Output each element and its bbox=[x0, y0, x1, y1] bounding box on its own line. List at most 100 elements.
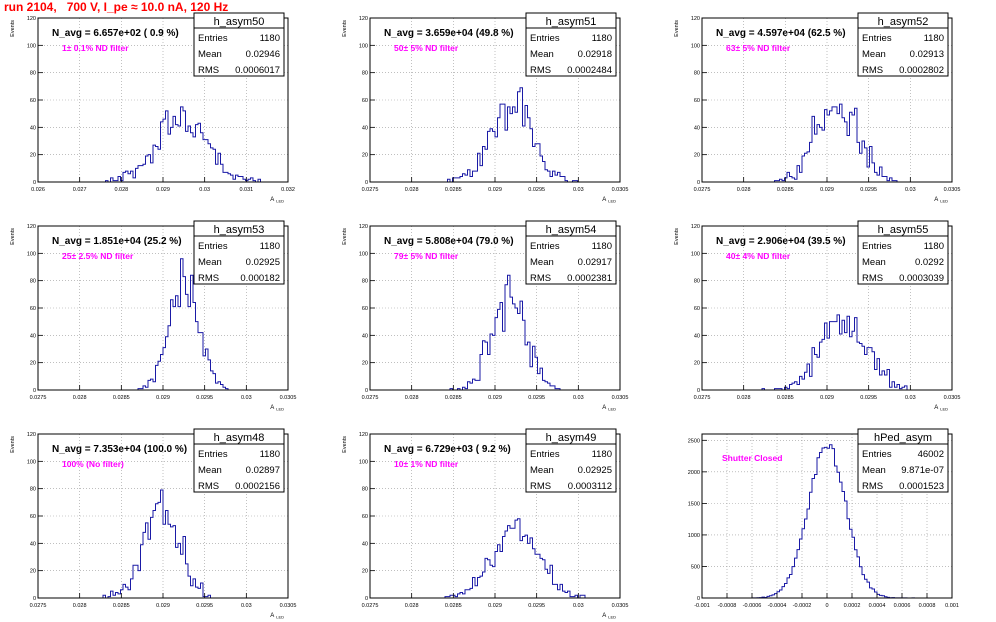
x-axis-label: A LED bbox=[602, 405, 616, 412]
y-tick-label: 20 bbox=[30, 153, 36, 159]
x-axis-label: A LED bbox=[934, 197, 948, 204]
x-tick-label: 0.029 bbox=[156, 187, 170, 193]
y-tick-label: 100 bbox=[359, 43, 368, 49]
stats-value-entries: 1180 bbox=[260, 241, 280, 252]
y-tick-label: 0 bbox=[33, 388, 36, 394]
y-tick-label: 100 bbox=[691, 251, 700, 257]
y-tick-label: 100 bbox=[27, 459, 36, 465]
stats-value-mean: 0.0292 bbox=[915, 257, 944, 268]
x-tick-label: 0.028 bbox=[405, 603, 419, 609]
stats-key-mean: Mean bbox=[530, 49, 554, 60]
x-tick-label: 0.0002 bbox=[844, 603, 861, 609]
y-tick-label: 40 bbox=[30, 333, 36, 339]
filter-annotation: 25± 2.5% ND filter bbox=[62, 251, 134, 261]
stats-value-entries: 1180 bbox=[260, 449, 280, 460]
x-tick-label: 0.029 bbox=[488, 187, 502, 193]
x-tick-label: 0.03 bbox=[199, 187, 210, 193]
stats-value-mean: 9.871e-07 bbox=[901, 465, 944, 476]
y-tick-label: 60 bbox=[30, 514, 36, 520]
y-tick-label: 40 bbox=[694, 125, 700, 131]
y-tick-label: 500 bbox=[691, 564, 700, 570]
stats-key-mean: Mean bbox=[862, 257, 886, 268]
x-tick-label: 0.0275 bbox=[362, 187, 379, 193]
y-tick-label: 120 bbox=[27, 16, 36, 22]
histogram-panel-h_asym55: 0.0275 0.028 0.0285 0.029 0.0295 0.03 0.0305 0 2… bbox=[674, 220, 960, 412]
histogram-name: h_asym51 bbox=[546, 16, 597, 28]
x-tick-label: 0.029 bbox=[156, 395, 170, 401]
y-axis-label: Events bbox=[342, 436, 348, 453]
x-tick-label: 0.0285 bbox=[113, 395, 130, 401]
x-tick-label: 0.028 bbox=[737, 395, 751, 401]
y-tick-label: 0 bbox=[33, 596, 36, 602]
stats-key-entries: Entries bbox=[530, 241, 560, 252]
stats-value-mean: 0.02925 bbox=[246, 257, 280, 268]
y-tick-label: 40 bbox=[694, 333, 700, 339]
x-tick-label: 0.001 bbox=[945, 603, 959, 609]
y-axis-label: Events bbox=[674, 20, 680, 37]
x-tick-label: 0.0275 bbox=[30, 395, 47, 401]
x-tick-label: 0.0295 bbox=[860, 395, 877, 401]
histogram-panel-h_asym53: 0.0275 0.028 0.0285 0.029 0.0295 0.03 0.0305 0 2… bbox=[10, 220, 297, 412]
x-axis-label: A LED bbox=[602, 197, 616, 204]
x-tick-label: 0.03 bbox=[905, 187, 916, 193]
x-tick-label: 0.028 bbox=[114, 187, 128, 193]
y-tick-label: 80 bbox=[30, 71, 36, 77]
y-tick-label: 100 bbox=[691, 43, 700, 49]
y-tick-label: 60 bbox=[694, 306, 700, 312]
x-tick-label: 0.0006 bbox=[894, 603, 911, 609]
x-axis-label: A LED bbox=[270, 405, 284, 412]
x-tick-label: -0.001 bbox=[694, 603, 710, 609]
stats-value-rms: 0.0002484 bbox=[567, 65, 612, 76]
histogram-name: h_asym55 bbox=[878, 224, 929, 236]
x-tick-label: 0.028 bbox=[737, 187, 751, 193]
x-tick-label: 0.03 bbox=[573, 187, 584, 193]
y-tick-label: 100 bbox=[27, 43, 36, 49]
y-tick-label: 20 bbox=[362, 569, 368, 575]
x-tick-label: 0.0275 bbox=[362, 603, 379, 609]
histogram-panel-hPed_asym: -0.001 -0.0008 -0.0006 -0.0004 -0.0002 0 0.000… bbox=[688, 428, 959, 609]
x-tick-label: 0.0285 bbox=[445, 603, 462, 609]
stats-value-mean: 0.02925 bbox=[578, 465, 612, 476]
y-tick-label: 120 bbox=[359, 432, 368, 438]
stats-value-rms: 0.0002802 bbox=[899, 65, 944, 76]
navg-label: N_avg = 6.657e+02 ( 0.9 %) bbox=[52, 28, 179, 39]
x-tick-label: 0.027 bbox=[73, 187, 87, 193]
y-tick-label: 40 bbox=[362, 541, 368, 547]
stats-key-mean: Mean bbox=[198, 49, 222, 60]
x-tick-label: 0.0295 bbox=[860, 187, 877, 193]
histogram-panel-h_asym49: 0.0275 0.028 0.0285 0.029 0.0295 0.03 0.0305 0 2… bbox=[342, 428, 628, 620]
y-tick-label: 120 bbox=[27, 224, 36, 230]
stats-value-mean: 0.02913 bbox=[910, 49, 944, 60]
y-axis-label: Events bbox=[342, 228, 348, 245]
stats-key-entries: Entries bbox=[530, 449, 560, 460]
x-tick-label: 0.029 bbox=[488, 603, 502, 609]
stats-key-mean: Mean bbox=[198, 465, 222, 476]
x-tick-label: 0.0285 bbox=[113, 603, 130, 609]
x-tick-label: 0.0305 bbox=[280, 395, 297, 401]
x-tick-label: 0.03 bbox=[905, 395, 916, 401]
stats-box bbox=[857, 428, 949, 493]
stats-key-mean: Mean bbox=[530, 465, 554, 476]
y-tick-label: 2500 bbox=[688, 438, 700, 444]
y-tick-label: 60 bbox=[30, 306, 36, 312]
stats-value-rms: 0.0002156 bbox=[235, 481, 280, 492]
x-tick-label: -0.0008 bbox=[718, 603, 737, 609]
x-tick-label: 0.0275 bbox=[694, 395, 711, 401]
y-tick-label: 60 bbox=[362, 514, 368, 520]
y-tick-label: 120 bbox=[359, 224, 368, 230]
stats-key-entries: Entries bbox=[530, 33, 560, 44]
x-tick-label: 0.0295 bbox=[196, 603, 213, 609]
x-tick-label: 0.028 bbox=[73, 395, 87, 401]
navg-label: N_avg = 6.729e+03 ( 9.2 %) bbox=[384, 444, 511, 455]
y-axis-label: Events bbox=[10, 228, 16, 245]
stats-key-mean: Mean bbox=[862, 49, 886, 60]
x-tick-label: 0.0275 bbox=[694, 187, 711, 193]
y-tick-label: 60 bbox=[30, 98, 36, 104]
stats-value-entries: 1180 bbox=[592, 241, 612, 252]
x-tick-label: 0.0004 bbox=[869, 603, 886, 609]
x-tick-label: 0.031 bbox=[239, 187, 253, 193]
stats-key-rms: RMS bbox=[862, 273, 883, 284]
x-axis-label: A LED bbox=[602, 613, 616, 620]
x-tick-label: 0.0305 bbox=[612, 395, 629, 401]
y-tick-label: 20 bbox=[694, 153, 700, 159]
